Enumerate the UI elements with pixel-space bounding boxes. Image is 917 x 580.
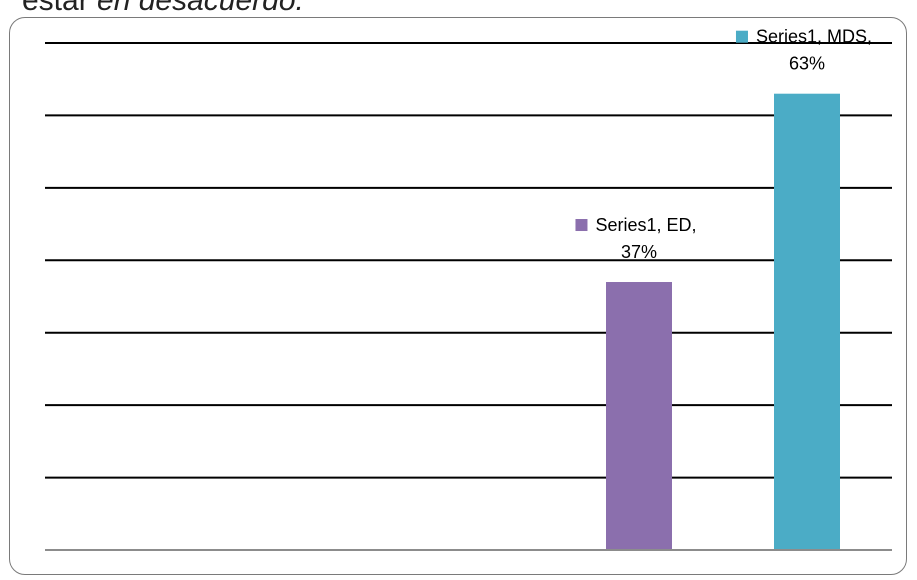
legend-key-square [575,219,588,232]
data-label-value: 37% [621,242,657,262]
bars [606,93,840,550]
bar-mds [774,93,840,550]
data-label-line1: Series1, ED, [595,215,696,235]
caption-part2: en desacuerdo. [97,0,304,17]
caption-part1: estar [22,0,98,17]
data-label-value: 63% [789,54,825,74]
data-label-line1: Series1, MDS, [756,27,872,47]
data-labels: Series1, ED, 37% Series1, MDS, 63% [575,27,872,262]
gridlines [45,42,892,479]
bar-ed [606,282,672,550]
caption-text: estar en desacuerdo. [22,0,304,18]
legend-key-square [735,30,748,43]
chart-frame [9,17,907,575]
